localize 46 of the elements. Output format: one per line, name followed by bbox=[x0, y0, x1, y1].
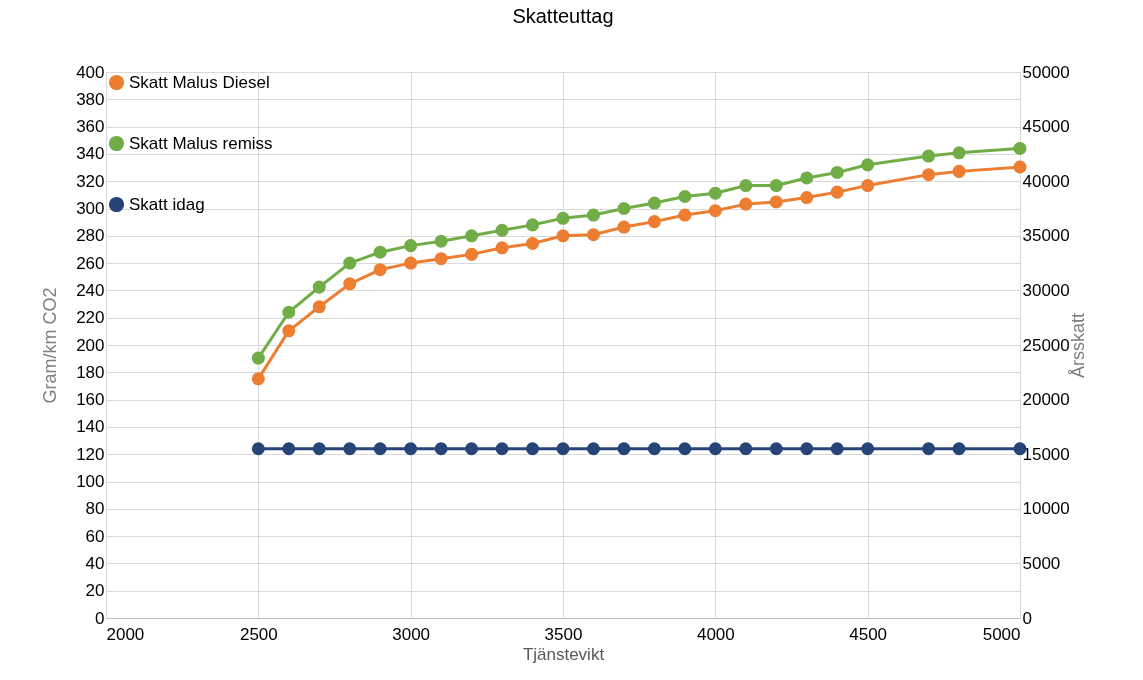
x-tick-label: 3500 bbox=[544, 624, 583, 644]
x-tick-label: 2500 bbox=[239, 624, 278, 644]
y2-tick-label: 30000 bbox=[1022, 280, 1070, 300]
legend-label: Skatt Malus Diesel bbox=[129, 72, 270, 92]
y2-tick-label: 10000 bbox=[1022, 499, 1070, 519]
legend-label: Skatt Malus remiss bbox=[129, 133, 273, 153]
y-tick-label: 400 bbox=[76, 62, 105, 82]
y-tick-label: 320 bbox=[76, 171, 105, 191]
y2-tick-label: 50000 bbox=[1022, 62, 1070, 82]
y-tick-label: 60 bbox=[85, 526, 105, 546]
y2-axis-title: Årsskatt bbox=[1067, 312, 1088, 379]
y-tick-label: 0 bbox=[95, 608, 105, 628]
x-tick-label: 3000 bbox=[392, 624, 431, 644]
y-tick-label: 380 bbox=[76, 89, 105, 109]
y-tick-label: 120 bbox=[76, 444, 105, 464]
y-tick-label: 160 bbox=[76, 390, 105, 410]
y2-tick-label: 35000 bbox=[1022, 226, 1070, 246]
y-axis-title: Gram/km CO2 bbox=[40, 287, 61, 404]
y-tick-label: 220 bbox=[76, 308, 105, 328]
x-tick-label: 4000 bbox=[696, 624, 735, 644]
y2-tick-label: 15000 bbox=[1022, 444, 1070, 464]
y-tick-label: 140 bbox=[76, 417, 105, 437]
y2-tick-label: 40000 bbox=[1022, 171, 1070, 191]
y-tick-label: 100 bbox=[76, 472, 105, 491]
y2-tick-label: 0 bbox=[1022, 608, 1032, 628]
y-tick-label: 200 bbox=[76, 335, 105, 355]
y2-tick-label: 45000 bbox=[1022, 117, 1070, 137]
x-tick-label: 4500 bbox=[849, 624, 888, 644]
y2-tick-label: 25000 bbox=[1022, 335, 1070, 355]
y-tick-label: 280 bbox=[76, 226, 105, 246]
y-tick-label: 20 bbox=[85, 581, 105, 601]
x-tick-label: 5000 bbox=[982, 624, 1021, 644]
chart-title: Skatteuttag bbox=[512, 5, 614, 27]
x-tick-label: 2000 bbox=[106, 624, 145, 644]
y2-tick-label: 20000 bbox=[1022, 390, 1070, 410]
y2-tick-label: 5000 bbox=[1022, 553, 1061, 573]
y-tick-label: 240 bbox=[76, 280, 105, 300]
y-tick-label: 260 bbox=[76, 253, 105, 273]
y-tick-label: 300 bbox=[76, 199, 105, 218]
y-tick-label: 340 bbox=[76, 144, 105, 164]
x-axis-title: Tjänstevikt bbox=[522, 644, 605, 664]
y-tick-label: 180 bbox=[76, 362, 105, 382]
y-tick-label: 360 bbox=[76, 117, 105, 137]
y-tick-label: 40 bbox=[85, 553, 105, 573]
legend-label: Skatt idag bbox=[129, 194, 205, 214]
y-tick-label: 80 bbox=[85, 499, 105, 519]
